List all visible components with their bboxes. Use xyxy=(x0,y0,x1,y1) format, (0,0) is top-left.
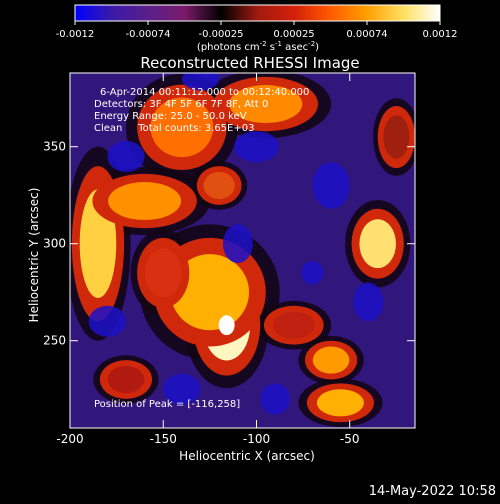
x-tick-label: -100 xyxy=(243,432,270,446)
blue-patch xyxy=(260,383,291,415)
blue-patch xyxy=(222,224,253,264)
info-line-detectors: Detectors: 3F 4F 5F 6F 7F 8F, Att 0 xyxy=(94,99,268,110)
info-line-energy: Energy Range: 25.0 - 50.0 keV xyxy=(94,111,247,122)
dark-patches xyxy=(88,73,384,415)
x-tick-label: -200 xyxy=(56,432,83,446)
y-axis-label: Heliocentric Y (arcsec) xyxy=(27,188,41,323)
info-annotations: 6-Apr-2014 00:11:12.000 to 00:12:40.000 … xyxy=(94,87,309,410)
emission-core xyxy=(229,85,303,124)
emission-core xyxy=(272,311,315,339)
emission-blobs xyxy=(70,73,415,428)
y-tick-label: 300 xyxy=(43,237,66,251)
x-tick-label: -50 xyxy=(340,432,360,446)
blue-patch xyxy=(353,282,384,322)
blue-patch xyxy=(181,73,220,91)
colorbar-unit-label: (photons cm-2 s-1 asec-2) xyxy=(197,40,319,53)
colorbar-tick-label: -0.00074 xyxy=(126,29,171,40)
emission-core xyxy=(312,346,350,374)
blue-patch xyxy=(107,140,145,172)
blue-patch xyxy=(88,305,126,337)
info-line-clean: Clean Total counts: 3.65E+03 xyxy=(94,123,254,134)
emission-core xyxy=(150,97,214,158)
peak-position-label: Position of Peak = [-116,258] xyxy=(94,399,240,410)
y-tick-label: 250 xyxy=(43,334,66,348)
emission-peak xyxy=(218,315,235,336)
plot-image xyxy=(70,73,415,428)
x-axis-ticks: -200 -150 -100 -50 xyxy=(56,73,360,446)
blue-patch xyxy=(301,261,324,285)
plot-frame xyxy=(69,72,416,429)
x-tick-label: -150 xyxy=(150,432,177,446)
blue-patch xyxy=(312,162,350,209)
colorbar-ticks: -0.0012 -0.00074 -0.00025 0.00025 0.00074 0.0… xyxy=(56,21,458,40)
colorbar: -0.0012 -0.00074 -0.00025 0.00025 0.00074 0.0… xyxy=(56,4,458,53)
emission-core xyxy=(383,115,410,159)
colorbar-tick-label: 0.0012 xyxy=(423,29,458,40)
plot-title: Reconstructed RHESSI Image xyxy=(140,54,359,72)
y-axis-ticks: 250 300 350 xyxy=(43,140,415,348)
colorbar-tick-label: 0.00074 xyxy=(346,29,387,40)
emission-core xyxy=(108,182,182,221)
emission-core xyxy=(170,254,250,331)
emission-core xyxy=(316,389,364,417)
blue-patch xyxy=(234,131,279,163)
emission-core xyxy=(203,171,235,200)
emission-core xyxy=(144,248,182,298)
x-axis-label: Heliocentric X (arcsec) xyxy=(179,449,315,463)
colorbar-tick-label: -0.0012 xyxy=(56,29,95,40)
info-line-time: 6-Apr-2014 00:11:12.000 to 00:12:40.000 xyxy=(100,87,309,98)
colorbar-gradient xyxy=(74,4,441,22)
blue-patch xyxy=(163,373,201,405)
emission-core xyxy=(107,365,145,394)
footer-datetime: 14-May-2022 10:58 xyxy=(369,484,496,499)
y-tick-label: 350 xyxy=(43,140,66,154)
colorbar-tick-label: 0.00025 xyxy=(273,29,314,40)
emission-core xyxy=(359,219,396,269)
colorbar-tick-label: -0.00025 xyxy=(199,29,244,40)
